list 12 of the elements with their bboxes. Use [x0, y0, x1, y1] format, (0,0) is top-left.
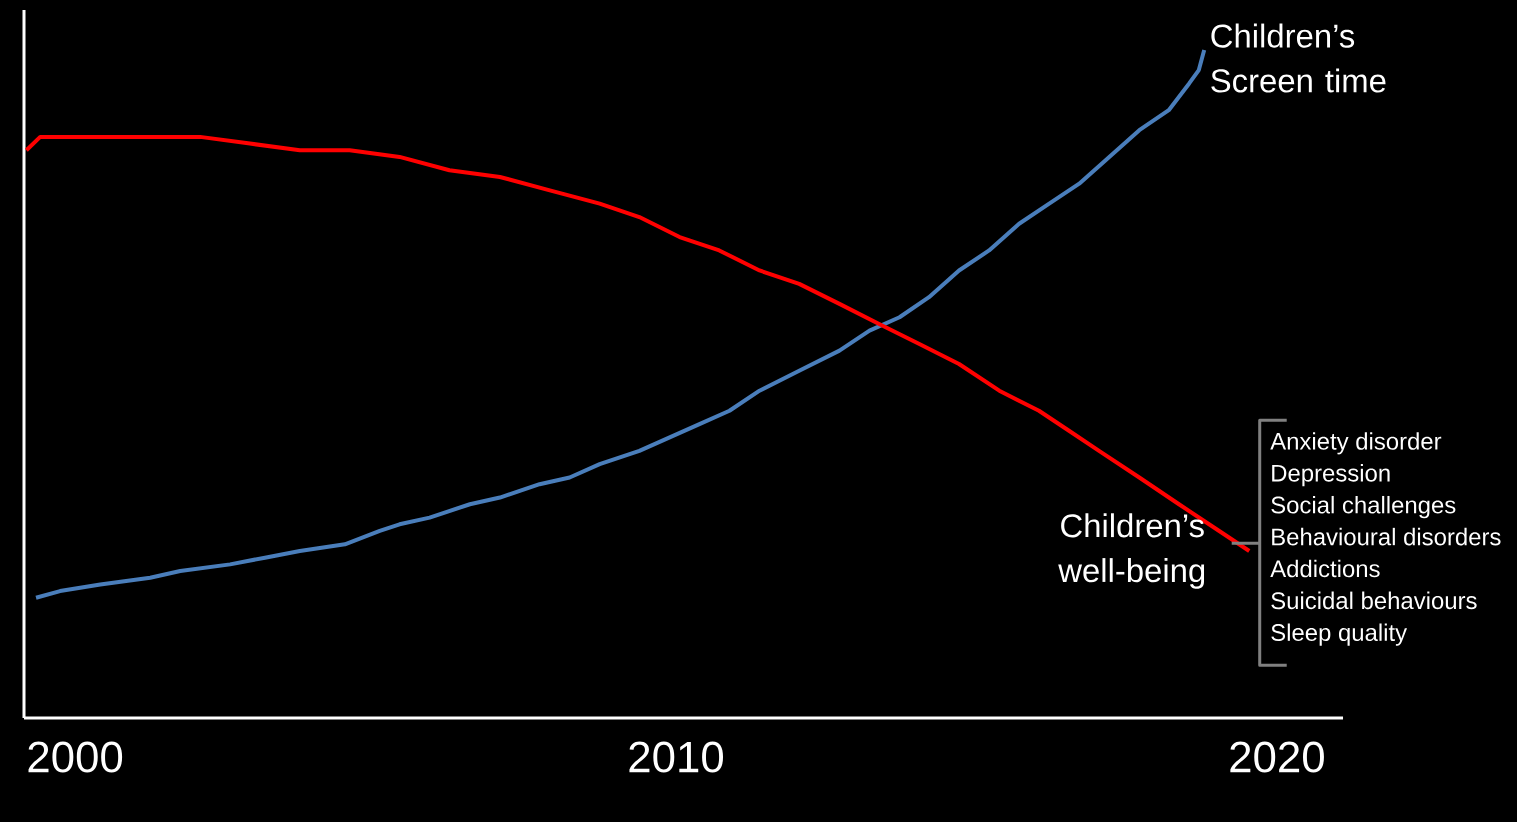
- annotation: Behavioural disorders: [1272, 527, 1501, 546]
- x-tick-label: 2000: [28, 741, 123, 773]
- series-label: Children’s Screen time: [1211, 23, 1386, 93]
- annotation: Suicidal behaviours: [1271, 591, 1477, 610]
- x-tick-label: 2010: [629, 741, 724, 773]
- x-tick-label: 2020: [1230, 741, 1324, 773]
- annotation: Addictions: [1270, 559, 1380, 578]
- annotation: Anxiety disorder: [1270, 432, 1442, 455]
- annotation: Social challenges: [1271, 495, 1456, 519]
- series-label: Children’s well-being: [1058, 513, 1205, 589]
- annotation: Sleep quality: [1271, 623, 1408, 646]
- annotation: Depression: [1272, 464, 1390, 487]
